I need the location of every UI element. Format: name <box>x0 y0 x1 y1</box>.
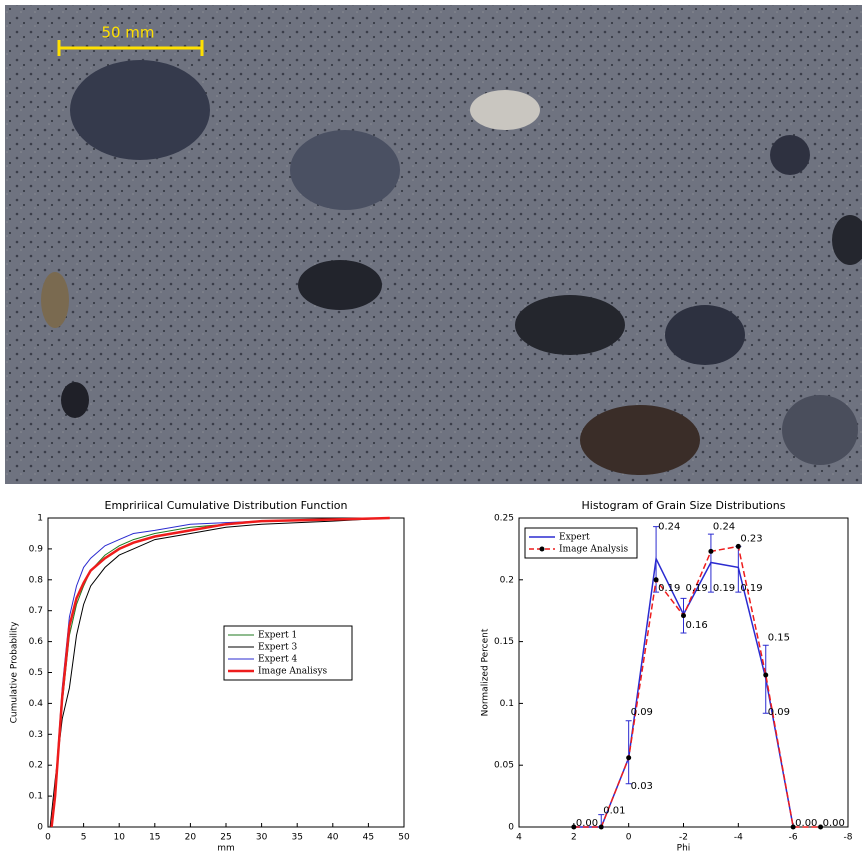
x-tick-label: 4 <box>516 833 522 843</box>
y-tick-label: 0.7 <box>29 606 43 616</box>
y-tick-label: 0.5 <box>29 668 43 678</box>
annotation: 0.00 <box>823 818 845 829</box>
annotation: 0.19 <box>658 583 680 594</box>
marker <box>654 577 659 582</box>
legend-label: Image Analisys <box>258 667 328 677</box>
x-tick-label: 50 <box>398 833 410 843</box>
y-axis-label: Cumulative Probability <box>10 621 20 723</box>
chart-title: Histogram of Grain Size Distributions <box>582 499 786 512</box>
annotation: 0.03 <box>631 781 653 792</box>
y-tick-label: 0.15 <box>494 637 514 647</box>
y-tick-label: 0.6 <box>29 637 44 647</box>
y-axis-label: Normalized Percent <box>481 628 491 716</box>
x-tick-label: 5 <box>81 833 87 843</box>
x-tick-label: 40 <box>327 833 339 843</box>
y-tick-label: 0.4 <box>29 699 44 709</box>
legend-label: Image Analysis <box>559 545 629 555</box>
annotation: 0.19 <box>686 583 708 594</box>
x-tick-label: 30 <box>256 833 268 843</box>
annotation: 0.00 <box>795 818 817 829</box>
y-tick-label: 0.3 <box>29 730 43 740</box>
y-tick-label: 0.1 <box>500 699 514 709</box>
photo: 50 mm <box>5 5 862 484</box>
annotation: 0.24 <box>713 521 735 532</box>
annotation: 0.24 <box>658 521 680 532</box>
x-tick-label: 10 <box>113 833 125 843</box>
marker <box>763 672 768 677</box>
legend-label: Expert 3 <box>258 643 298 653</box>
scale-label: 50 mm <box>101 24 154 42</box>
x-tick-label: 35 <box>291 833 302 843</box>
y-tick-label: 0.1 <box>29 792 43 802</box>
annotation: 0.15 <box>768 633 790 644</box>
x-tick-label: 0 <box>45 833 51 843</box>
annotation: 0.00 <box>576 818 598 829</box>
y-tick-label: 0.2 <box>29 761 43 771</box>
annotation: 0.19 <box>713 583 735 594</box>
marker <box>681 613 686 618</box>
annotation: 0.16 <box>686 620 708 631</box>
marker <box>599 825 604 830</box>
x-axis-label: mm <box>217 844 235 854</box>
annotation: 0.09 <box>631 707 653 718</box>
legend-label: Expert 4 <box>258 655 298 665</box>
legend-marker <box>540 547 545 552</box>
x-tick-label: 15 <box>149 833 160 843</box>
chart-title: Empririical Cumulative Distribution Func… <box>105 499 348 512</box>
x-tick-label: 2 <box>571 833 577 843</box>
y-tick-label: 0.9 <box>29 544 44 554</box>
plot-area <box>519 518 848 827</box>
x-tick-label: 45 <box>363 833 374 843</box>
annotation: 0.23 <box>740 534 762 545</box>
y-tick-label: 0.2 <box>500 575 514 585</box>
figure: 50 mm Empririical Cumulative Distributio… <box>0 0 862 857</box>
x-tick-label: -6 <box>789 833 798 843</box>
annotation: 0.09 <box>768 707 790 718</box>
x-tick-label: -8 <box>844 833 853 843</box>
annotation: 0.19 <box>740 583 762 594</box>
x-tick-label: -4 <box>734 833 743 843</box>
x-tick-label: 25 <box>220 833 231 843</box>
annotation: 0.01 <box>603 806 625 817</box>
x-tick-label: 0 <box>626 833 632 843</box>
y-tick-label: 0.05 <box>494 761 514 771</box>
marker <box>708 549 713 554</box>
y-tick-label: 0.25 <box>494 514 514 524</box>
y-tick-label: 0 <box>37 823 43 833</box>
y-tick-label: 1 <box>37 514 43 524</box>
marker <box>626 755 631 760</box>
y-tick-label: 0 <box>508 823 514 833</box>
x-tick-label: 20 <box>185 833 197 843</box>
y-tick-label: 0.8 <box>29 575 44 585</box>
legend-label: Expert <box>559 533 590 543</box>
x-tick-label: -2 <box>679 833 688 843</box>
legend-label: Expert 1 <box>258 631 297 641</box>
x-axis-label: Phi <box>677 844 691 854</box>
